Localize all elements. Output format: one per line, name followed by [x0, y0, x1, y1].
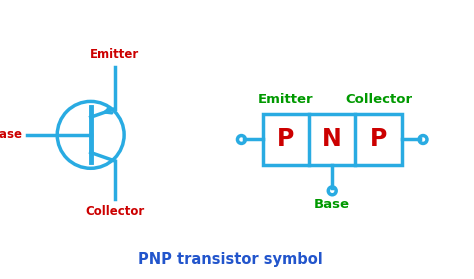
- Text: Collector: Collector: [85, 205, 145, 218]
- Text: N: N: [322, 128, 342, 151]
- Text: Base: Base: [314, 198, 350, 211]
- Text: Emitter: Emitter: [258, 93, 314, 105]
- Text: Base: Base: [0, 128, 23, 141]
- Text: P: P: [277, 128, 294, 151]
- Text: Collector: Collector: [345, 93, 412, 105]
- Text: P: P: [370, 128, 387, 151]
- Bar: [263, 114, 402, 165]
- Text: PNP transistor symbol: PNP transistor symbol: [137, 252, 322, 267]
- Text: Emitter: Emitter: [90, 48, 139, 61]
